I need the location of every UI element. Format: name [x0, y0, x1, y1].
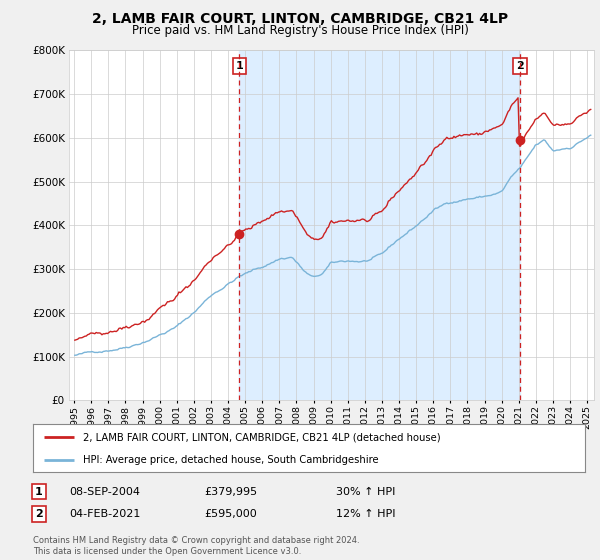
Text: 2: 2: [35, 509, 43, 519]
Text: 2, LAMB FAIR COURT, LINTON, CAMBRIDGE, CB21 4LP: 2, LAMB FAIR COURT, LINTON, CAMBRIDGE, C…: [92, 12, 508, 26]
Text: 1: 1: [236, 61, 244, 71]
Text: HPI: Average price, detached house, South Cambridgeshire: HPI: Average price, detached house, Sout…: [83, 455, 379, 465]
Text: Contains HM Land Registry data © Crown copyright and database right 2024.
This d: Contains HM Land Registry data © Crown c…: [33, 536, 359, 556]
Text: Price paid vs. HM Land Registry's House Price Index (HPI): Price paid vs. HM Land Registry's House …: [131, 24, 469, 37]
Text: 04-FEB-2021: 04-FEB-2021: [69, 509, 140, 519]
Text: 08-SEP-2004: 08-SEP-2004: [69, 487, 140, 497]
Bar: [239, 50, 520, 400]
Text: 12% ↑ HPI: 12% ↑ HPI: [336, 509, 395, 519]
Text: £379,995: £379,995: [204, 487, 257, 497]
Text: £595,000: £595,000: [204, 509, 257, 519]
Text: 30% ↑ HPI: 30% ↑ HPI: [336, 487, 395, 497]
Text: 2: 2: [516, 61, 524, 71]
Text: 2, LAMB FAIR COURT, LINTON, CAMBRIDGE, CB21 4LP (detached house): 2, LAMB FAIR COURT, LINTON, CAMBRIDGE, C…: [83, 432, 440, 442]
Text: 1: 1: [35, 487, 43, 497]
